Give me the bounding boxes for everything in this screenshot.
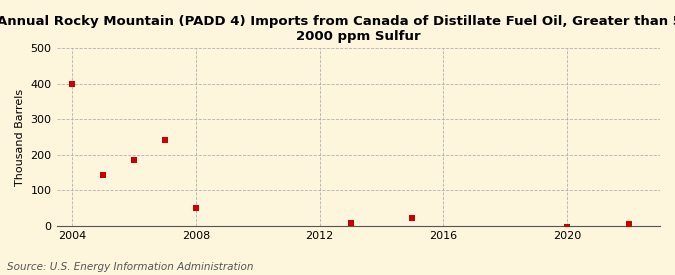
Point: [345, 221, 356, 225]
Point: [98, 173, 109, 177]
Y-axis label: Thousand Barrels: Thousand Barrels: [15, 89, 25, 186]
Point: [190, 206, 201, 210]
Title: Annual Rocky Mountain (PADD 4) Imports from Canada of Distillate Fuel Oil, Great: Annual Rocky Mountain (PADD 4) Imports f…: [0, 15, 675, 43]
Point: [67, 82, 78, 86]
Point: [128, 158, 139, 163]
Point: [407, 216, 418, 220]
Point: [624, 222, 634, 226]
Point: [562, 224, 572, 229]
Text: Source: U.S. Energy Information Administration: Source: U.S. Energy Information Administ…: [7, 262, 253, 272]
Point: [159, 138, 170, 142]
